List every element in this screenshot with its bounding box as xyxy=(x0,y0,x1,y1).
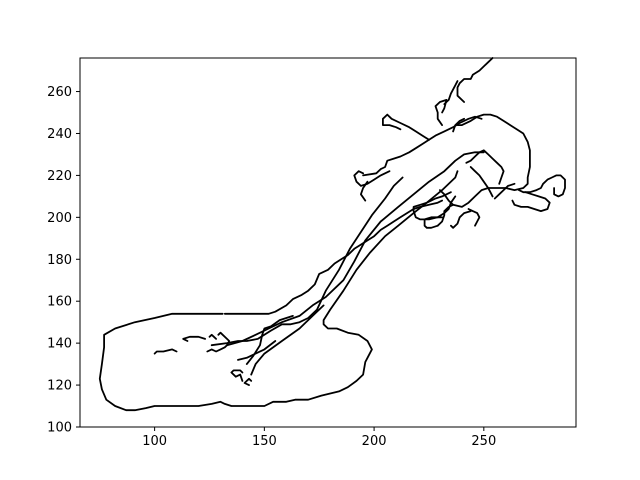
trace-line-16 xyxy=(452,117,466,133)
trace-line-32 xyxy=(423,216,444,229)
trace-line-21 xyxy=(381,113,430,141)
y-tick-label: 200 xyxy=(47,211,72,226)
trace-line-17 xyxy=(434,99,448,126)
x-tick-label: 150 xyxy=(252,434,277,449)
y-tick-label: 240 xyxy=(47,127,72,142)
y-axis: 100 120 140 160 180 200 220 240 260 xyxy=(47,85,80,436)
trace-line-28 xyxy=(511,191,551,213)
trace-line-18 xyxy=(443,80,459,105)
trace-line-11 xyxy=(182,335,207,342)
trace-line-20 xyxy=(353,170,391,187)
trace-line-4 xyxy=(210,176,404,347)
x-axis: 100 150 200 250 xyxy=(142,427,496,449)
y-tick-label: 180 xyxy=(47,253,72,268)
trace-line-22 xyxy=(438,113,531,208)
y-tick-label: 260 xyxy=(47,85,72,100)
y-tick-label: 120 xyxy=(47,379,72,394)
y-tick-label: 100 xyxy=(47,421,72,436)
x-tick-label: 100 xyxy=(142,434,167,449)
trace-line-9 xyxy=(230,369,244,382)
x-tick-label: 250 xyxy=(471,434,496,449)
x-tick-label: 200 xyxy=(362,434,387,449)
trace-line-29 xyxy=(436,203,455,227)
trace-line-26 xyxy=(465,149,505,185)
trace-line-13 xyxy=(206,331,231,353)
y-tick-label: 140 xyxy=(47,337,72,352)
trace-line-19 xyxy=(456,57,494,103)
trace-line-15 xyxy=(362,115,483,177)
trace-line-3 xyxy=(226,151,485,347)
trace-line-27 xyxy=(518,174,566,198)
trace-line-10 xyxy=(208,333,218,340)
trace-line-1 xyxy=(223,199,444,315)
trace-line-6 xyxy=(250,304,325,376)
trace-line-7 xyxy=(237,340,277,361)
plot-area-frame xyxy=(79,57,577,428)
plot-traces xyxy=(98,57,566,412)
trace-line-31 xyxy=(449,210,472,229)
y-tick-label: 220 xyxy=(47,169,72,184)
trace-line-30 xyxy=(467,208,481,227)
trace-line-12 xyxy=(153,348,178,355)
trace-line-8 xyxy=(243,377,253,387)
trace-line-2 xyxy=(98,170,459,412)
trace-line-25 xyxy=(469,166,494,198)
y-tick-label: 160 xyxy=(47,295,72,310)
trace-line-24 xyxy=(493,182,516,200)
trace-line-23 xyxy=(412,191,457,221)
